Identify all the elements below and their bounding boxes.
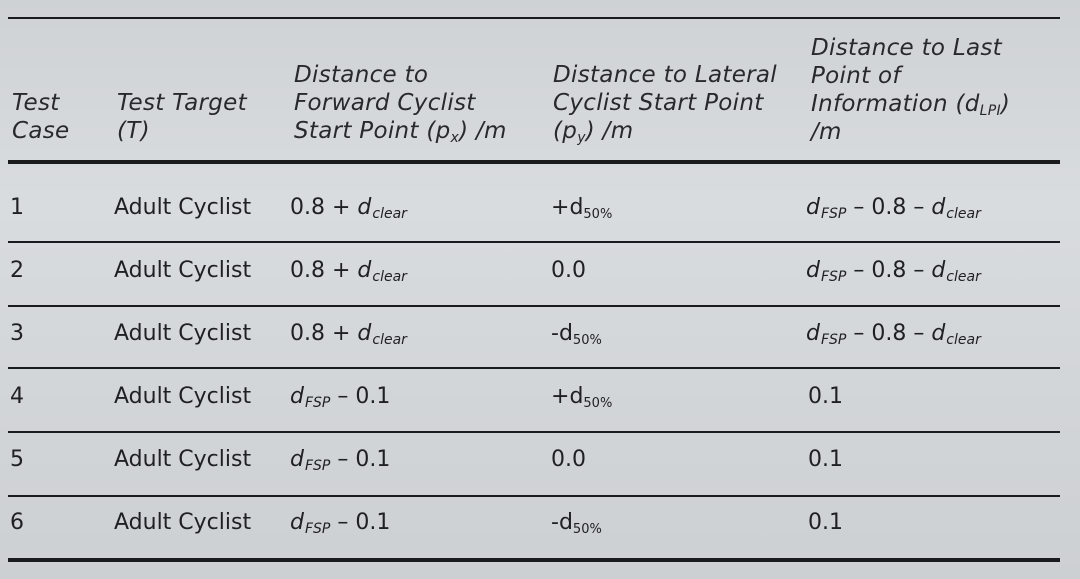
header-last-point: Distance to Last Point of Information (d… bbox=[811, 34, 1010, 146]
cell-lateral-distance: -d50% bbox=[551, 321, 602, 348]
header-lateral-line3: (py) /m bbox=[553, 118, 634, 146]
cell-lateral-distance: -d50% bbox=[551, 510, 602, 537]
header-last-line4: /m bbox=[811, 119, 842, 145]
header-test-case: Test Case bbox=[12, 89, 70, 145]
cell-last-point: 0.1 bbox=[808, 447, 843, 472]
header-lateral-distance: Distance to Lateral Cyclist Start Point … bbox=[553, 61, 777, 145]
cell-test-case: 6 bbox=[10, 510, 24, 535]
cell-test-target: Adult Cyclist bbox=[114, 321, 252, 346]
header-lateral-line2: Cyclist Start Point bbox=[553, 90, 764, 116]
cell-test-case: 5 bbox=[10, 447, 24, 472]
header-test-target-line1: Test Target bbox=[117, 90, 247, 116]
cell-test-target: Adult Cyclist bbox=[114, 384, 252, 409]
header-test-target: Test Target (T) bbox=[117, 89, 247, 145]
cell-test-target: Adult Cyclist bbox=[114, 195, 252, 220]
cell-lateral-distance: +d50% bbox=[551, 195, 613, 222]
cell-test-case: 4 bbox=[10, 384, 24, 409]
cell-forward-distance: 0.8 + dclear bbox=[290, 258, 407, 285]
cell-lateral-distance: +d50% bbox=[551, 384, 613, 411]
header-forward-line2: Forward Cyclist bbox=[294, 90, 476, 116]
header-last-line3: Information (dLPI) bbox=[811, 91, 1011, 119]
cell-test-case: 3 bbox=[10, 321, 24, 346]
header-test-case-line1: Test bbox=[12, 90, 60, 116]
cell-last-point: dFSP – 0.8 – dclear bbox=[806, 321, 981, 348]
cell-lateral-distance: 0.0 bbox=[551, 258, 586, 283]
header-last-line2: Point of bbox=[811, 63, 901, 89]
header-test-case-line2: Case bbox=[12, 118, 70, 144]
row-divider bbox=[8, 305, 1060, 307]
row-divider bbox=[8, 431, 1060, 433]
cell-test-target: Adult Cyclist bbox=[114, 510, 252, 535]
header-forward-line3: Start Point (px) /m bbox=[294, 118, 507, 146]
cell-last-point: dFSP – 0.8 – dclear bbox=[806, 258, 981, 285]
header-forward-line1: Distance to bbox=[294, 62, 429, 88]
cell-forward-distance: dFSP – 0.1 bbox=[290, 447, 391, 474]
header-forward-distance: Distance to Forward Cyclist Start Point … bbox=[294, 61, 507, 145]
cell-last-point: 0.1 bbox=[808, 384, 843, 409]
header-last-line1: Distance to Last bbox=[811, 35, 1002, 61]
cell-test-case: 1 bbox=[10, 195, 24, 220]
cell-test-target: Adult Cyclist bbox=[114, 447, 252, 472]
header-test-target-line2: (T) bbox=[117, 118, 150, 144]
cell-forward-distance: 0.8 + dclear bbox=[290, 321, 407, 348]
row-divider bbox=[8, 495, 1060, 497]
cell-test-case: 2 bbox=[10, 258, 24, 283]
row-divider bbox=[8, 367, 1060, 369]
cell-lateral-distance: 0.0 bbox=[551, 447, 586, 472]
header-lateral-line1: Distance to Lateral bbox=[553, 62, 777, 88]
row-divider bbox=[8, 241, 1060, 243]
cell-forward-distance: dFSP – 0.1 bbox=[290, 384, 391, 411]
cell-test-target: Adult Cyclist bbox=[114, 258, 252, 283]
header-rule bbox=[8, 160, 1060, 164]
cell-last-point: 0.1 bbox=[808, 510, 843, 535]
cell-forward-distance: 0.8 + dclear bbox=[290, 195, 407, 222]
cell-forward-distance: dFSP – 0.1 bbox=[290, 510, 391, 537]
cell-last-point: dFSP – 0.8 – dclear bbox=[806, 195, 981, 222]
bottom-rule bbox=[8, 558, 1060, 562]
top-rule bbox=[8, 17, 1060, 19]
